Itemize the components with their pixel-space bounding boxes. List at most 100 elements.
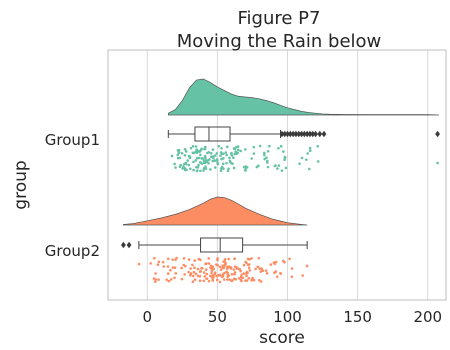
rain-point (239, 278, 243, 282)
y-axis-label: group (11, 160, 31, 209)
rain-point (183, 148, 187, 151)
rain-point (154, 280, 157, 283)
rain-point (180, 277, 184, 281)
rain-point (209, 275, 213, 278)
rain-point (157, 278, 160, 281)
rain-point (199, 258, 202, 262)
rain-point (279, 144, 283, 148)
plot-frame (107, 49, 447, 301)
rain-point (245, 165, 248, 169)
rain-point (242, 263, 246, 267)
x-tick-label: 200 (413, 308, 442, 326)
rain-point (260, 267, 263, 270)
outlier-point (321, 130, 327, 138)
rain-point (250, 279, 253, 282)
rain-point (265, 272, 269, 275)
rain-point (306, 152, 309, 155)
rain-point (215, 158, 219, 161)
rain-point (258, 144, 262, 148)
rain-point (210, 271, 213, 275)
rain-point (226, 275, 230, 278)
rain-point (232, 268, 236, 271)
rain-point (276, 167, 279, 170)
rain-point (226, 272, 230, 276)
outlier-point (287, 130, 293, 138)
rain-point (187, 163, 191, 167)
rain-point (216, 161, 219, 165)
rain-point (156, 263, 160, 267)
rain-point (266, 149, 270, 153)
rain-point (255, 165, 259, 169)
rain-point (316, 160, 320, 163)
rain-point (250, 257, 253, 260)
rain-point (204, 262, 207, 266)
rain-point (217, 144, 221, 148)
outlier-point (301, 130, 307, 138)
rain-point (191, 151, 195, 155)
rain-point (205, 277, 209, 281)
rain-point (265, 156, 268, 159)
rain-point (250, 157, 253, 160)
rain-point (281, 259, 285, 263)
rain-point (232, 166, 236, 170)
rain-point (196, 267, 200, 271)
rain-point (308, 167, 311, 171)
rain-point (223, 264, 226, 267)
outlier-point (293, 130, 299, 138)
rain-point (199, 169, 202, 173)
rain-point (167, 279, 171, 283)
rain-point (246, 271, 249, 275)
outlier-point (279, 130, 285, 138)
box (194, 126, 231, 142)
rain-point (308, 146, 312, 150)
outlier-point (304, 130, 310, 138)
rain-point (184, 162, 188, 166)
rain-point (233, 152, 237, 156)
rain-point (263, 151, 266, 155)
rain-point (192, 160, 195, 164)
rain-point (256, 265, 260, 269)
rain-point (171, 258, 174, 261)
box (200, 237, 244, 253)
rain-point (212, 275, 215, 279)
rain-point (280, 169, 284, 172)
rain-point (263, 153, 266, 157)
rain-point (183, 273, 186, 276)
rain-point (223, 271, 226, 275)
rain-point (236, 151, 240, 155)
rain-point (191, 144, 195, 148)
rain-point (171, 266, 175, 269)
rain-point (162, 265, 166, 268)
rain-point (277, 164, 281, 167)
rain-point (200, 147, 203, 151)
rain-point (213, 166, 217, 169)
rain-point (232, 156, 235, 160)
rain-point (202, 159, 206, 162)
rain-point (221, 162, 225, 166)
rain-point (205, 160, 209, 164)
rain-point (242, 165, 246, 169)
chart-title: Figure P7 (238, 8, 321, 29)
rain-point (227, 167, 230, 171)
rain-point (248, 258, 251, 261)
rain-point (248, 263, 251, 266)
rain-point (192, 168, 195, 172)
x-tick-label: 100 (273, 308, 302, 326)
x-tick-label: 0 (142, 308, 152, 326)
rain-point (215, 278, 219, 282)
density-cloud (123, 196, 308, 226)
rain-point (202, 166, 206, 170)
rain-point (191, 280, 195, 284)
rain-point (203, 274, 207, 278)
rain-point (187, 258, 191, 261)
rain-point (203, 145, 207, 149)
rain-point (244, 169, 247, 172)
rain-point (174, 166, 177, 169)
rain-point (216, 273, 220, 277)
rain-point (191, 263, 194, 267)
rain-point (213, 159, 217, 162)
rain-point (244, 279, 247, 282)
rain-point (193, 259, 197, 262)
rain-point (228, 156, 231, 160)
rain-point (215, 263, 218, 266)
